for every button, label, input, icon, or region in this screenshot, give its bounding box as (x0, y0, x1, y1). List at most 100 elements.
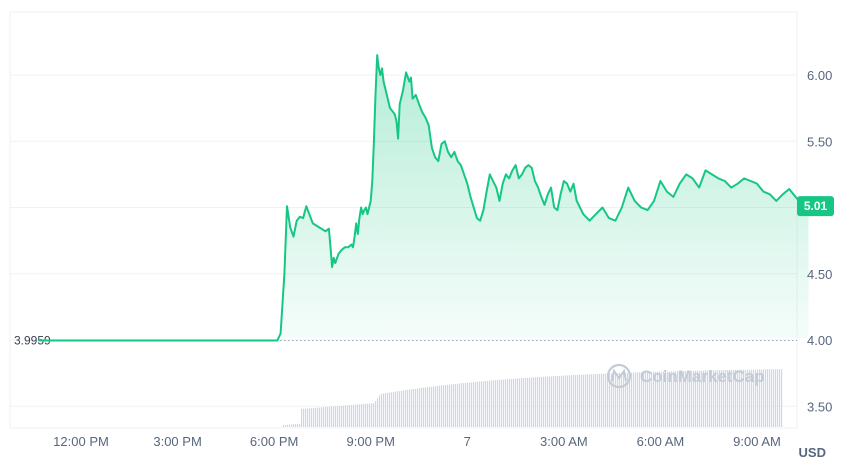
volume-bar (469, 382, 471, 427)
volume-bar (723, 370, 725, 427)
volume-bar (623, 372, 625, 427)
volume-bar (329, 406, 331, 427)
volume-bar (291, 424, 293, 427)
volume-bar (487, 380, 489, 427)
volume-bar (495, 380, 497, 427)
volume-bar (645, 372, 647, 427)
volume-bar (675, 371, 677, 427)
volume-bar (349, 405, 351, 427)
volume-bar (739, 369, 741, 427)
volume-bar (327, 406, 329, 427)
volume-bar (289, 424, 291, 427)
volume-bar (609, 373, 611, 427)
volume-bar (427, 387, 429, 427)
y-tick-label: 4.50 (807, 267, 832, 282)
volume-bar (435, 386, 437, 427)
volume-bar (621, 372, 623, 427)
volume-bar (537, 377, 539, 427)
volume-bar (603, 373, 605, 427)
price-line-path (38, 54, 810, 342)
y-tick-label: 4.00 (807, 333, 832, 348)
current-price-badge-bg (797, 196, 834, 217)
volume-bar (517, 378, 519, 427)
volume-bar (527, 377, 529, 427)
volume-bar (659, 371, 661, 427)
volume-bar (413, 388, 415, 427)
volume-bar (529, 377, 531, 427)
volume-bar (619, 373, 621, 427)
volume-bar (405, 390, 407, 427)
watermark: CoinMarketCap (606, 363, 765, 389)
volume-bar (433, 386, 435, 427)
volume-bar (781, 369, 783, 427)
volume-bar (337, 406, 339, 427)
volume-bar (345, 405, 347, 427)
volume-bar (551, 376, 553, 427)
volume-bar (311, 408, 313, 427)
volume-bar (511, 378, 513, 427)
volume-bar (521, 378, 523, 427)
volume-bar (753, 369, 755, 427)
volume-bar (379, 395, 381, 427)
volume-bar (749, 369, 751, 427)
volume-bar (497, 379, 499, 427)
volume-bar (287, 424, 289, 427)
x-tick-label: 9:00 AM (733, 434, 781, 449)
volume-bar (409, 389, 411, 427)
volume-bar (445, 384, 447, 427)
volume-bar (575, 374, 577, 427)
volume-bar (395, 391, 397, 427)
volume-bar (711, 370, 713, 427)
volume-bar (415, 388, 417, 427)
volume-bar (317, 407, 319, 427)
volume-bar (777, 369, 779, 427)
x-tick-label: 6:00 PM (250, 434, 298, 449)
volume-bar (431, 386, 433, 427)
x-tick-label: 9:00 PM (347, 434, 395, 449)
volume-bar (577, 374, 579, 427)
volume-bar (697, 370, 699, 427)
volume-bar (657, 371, 659, 427)
volume-bar (315, 407, 317, 427)
volume-bar (683, 371, 685, 427)
volume-bar (411, 389, 413, 427)
x-tick-label: 3:00 PM (153, 434, 201, 449)
volume-bar (367, 403, 369, 427)
volume-bar (581, 374, 583, 427)
volume-bar (773, 369, 775, 427)
volume-bar (333, 406, 335, 427)
volume-bar (447, 384, 449, 427)
volume-bar (661, 371, 663, 427)
volume-bar (493, 380, 495, 427)
volume-bar (357, 404, 359, 427)
volume-bar (553, 376, 555, 427)
volume-bar (713, 370, 715, 427)
volume-bar (473, 382, 475, 427)
volume-bar (735, 369, 737, 427)
volume-bar (359, 404, 361, 427)
volume-bar (331, 406, 333, 427)
volume-bar (573, 375, 575, 427)
volume-bar (319, 407, 321, 427)
volume-bar (505, 379, 507, 427)
volume-bar (471, 382, 473, 427)
volume-bar (677, 371, 679, 427)
volume-bar (649, 372, 651, 427)
volume-bar (617, 373, 619, 427)
x-tick-label: 7 (464, 434, 471, 449)
volume-bar (481, 381, 483, 427)
volume-bar (351, 404, 353, 427)
volume-bar (579, 374, 581, 427)
volume-bar (479, 381, 481, 427)
volume-bar (441, 385, 443, 427)
x-tick-label: 3:00 AM (540, 434, 588, 449)
volume-bar (761, 369, 763, 427)
volume-bar (555, 376, 557, 427)
volume-bar (375, 401, 377, 427)
volume-bar (283, 425, 285, 427)
volume-bar (499, 379, 501, 427)
volume-bar (615, 373, 617, 427)
volume-bar (741, 369, 743, 427)
volume-bar (421, 387, 423, 427)
